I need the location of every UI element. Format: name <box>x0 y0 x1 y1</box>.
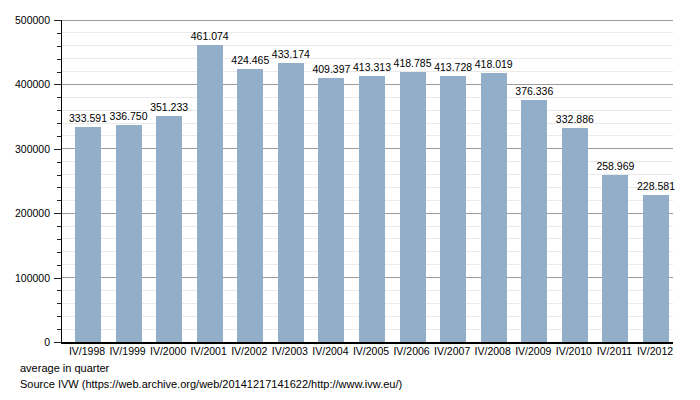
bar <box>156 116 182 342</box>
bar-value-label: 433.174 <box>263 48 319 60</box>
y-tick-major <box>54 20 61 21</box>
bar <box>400 72 426 342</box>
y-tick-major <box>54 213 61 214</box>
x-tick-label: IV/2012 <box>627 345 683 358</box>
y-tick-label: 100000 <box>0 272 50 285</box>
footer-source-note: Source IVW (https://web.archive.org/web/… <box>20 376 402 392</box>
bar <box>318 78 344 342</box>
bar <box>643 195 669 342</box>
y-tick-label: 500000 <box>0 14 50 27</box>
bar-value-label: 418.019 <box>466 58 522 70</box>
grid-line-minor <box>62 32 673 33</box>
y-tick-label: 300000 <box>0 143 50 156</box>
bar <box>440 76 466 342</box>
plot-area: 333.591336.750351.233461.074424.465433.1… <box>61 20 673 344</box>
bar-value-label: 461.074 <box>182 30 238 42</box>
bar-value-label: 258.969 <box>587 160 643 172</box>
grid-line-minor <box>62 45 673 46</box>
grid-line-major <box>62 20 673 21</box>
bar-chart: 0100000200000300000400000500000 333.5913… <box>0 0 700 400</box>
grid-line-minor <box>62 58 673 59</box>
bar-value-label: 351.233 <box>141 101 197 113</box>
y-tick-label: 0 <box>0 336 50 349</box>
bar <box>237 69 263 342</box>
bar <box>75 127 101 342</box>
bar <box>197 45 223 342</box>
bar <box>602 175 628 342</box>
y-tick-major <box>54 149 61 150</box>
footer-average-note: average in quarter <box>20 360 402 376</box>
y-tick-major <box>54 278 61 279</box>
y-tick-major <box>54 84 61 85</box>
y-tick-label: 200000 <box>0 207 50 220</box>
bar <box>116 125 142 342</box>
y-tick-major <box>54 342 61 343</box>
bar <box>562 128 588 342</box>
bar <box>481 73 507 342</box>
bar <box>521 100 547 342</box>
bar-value-label: 228.581 <box>628 180 684 192</box>
chart-footer: average in quarter Source IVW (https://w… <box>20 360 402 392</box>
y-tick-label: 400000 <box>0 78 50 91</box>
bar <box>359 76 385 342</box>
bar <box>278 63 304 342</box>
bar-value-label: 376.336 <box>506 85 562 97</box>
bar-value-label: 332.886 <box>547 113 603 125</box>
